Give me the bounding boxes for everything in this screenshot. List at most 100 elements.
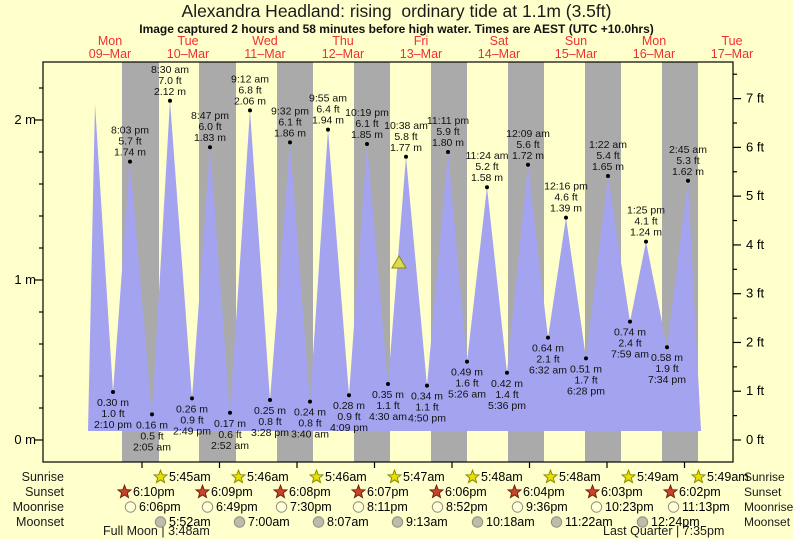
low-tide-label: 0.34 m <box>411 391 443 403</box>
sunset-entry: 6:09pm <box>195 484 253 499</box>
moonrise-entry: 9:36pm <box>510 499 568 514</box>
tide-point-dot <box>564 215 568 220</box>
sunrise-star-icon <box>621 469 636 484</box>
high-tide-label: 1.86 m <box>274 127 306 139</box>
moonset-circle-icon <box>154 516 167 528</box>
tide-point-dot <box>526 162 530 167</box>
high-tide-label: 6.1 ft <box>278 116 301 128</box>
tide-point-dot <box>365 142 369 146</box>
high-tide-label: 1.39 m <box>550 203 582 215</box>
day-name-label: Wed <box>252 34 278 48</box>
tide-point-dot <box>644 239 648 244</box>
moonrise-row-label-right: Moonrise <box>744 500 793 514</box>
high-tide-label: 1:25 pm <box>627 205 665 217</box>
low-tide-label: 2:05 am <box>133 441 171 453</box>
low-tide-label: 1.6 ft <box>455 378 478 390</box>
high-tide-label: 9:12 am <box>231 73 269 85</box>
tide-point-dot <box>228 410 232 415</box>
chart-subtitle: Image captured 2 hours and 58 minutes be… <box>139 22 654 36</box>
tide-point-dot <box>665 345 669 350</box>
right-axis-label: 3 ft <box>746 286 764 301</box>
sunset-entry: 6:07pm <box>351 484 409 499</box>
low-tide-label: 5:26 am <box>448 389 486 401</box>
left-axis-label: 0 m <box>14 432 36 447</box>
moonrise-entry: 6:49pm <box>200 499 258 514</box>
high-tide-label: 1.62 m <box>672 166 704 178</box>
low-tide-label: 3:40 am <box>291 429 329 441</box>
tide-point-dot <box>628 319 632 324</box>
low-tide-label: 0.58 m <box>651 352 683 364</box>
low-tide-label: 0.51 m <box>570 363 602 375</box>
tide-point-dot <box>326 127 330 132</box>
high-tide-label: 5.6 ft <box>516 139 539 151</box>
low-tide-label: 4:30 am <box>369 411 407 423</box>
sunrise-entry: 5:49am <box>691 469 749 484</box>
moonrise-circle-icon <box>201 501 214 513</box>
full-moon-caption: Full Moon | 3:48am <box>103 524 210 538</box>
sunrise-entry: 5:45am <box>153 469 211 484</box>
sunrise-entry: 5:47am <box>387 469 445 484</box>
day-date-label: 11–Mar <box>244 47 285 61</box>
moonrise-time: 6:06pm <box>139 499 181 514</box>
low-tide-label: 0.8 ft <box>258 416 281 428</box>
high-tide-label: 8:47 pm <box>191 110 229 122</box>
sunrise-time: 5:49am <box>637 469 679 484</box>
high-tide-label: 2:45 am <box>669 144 707 156</box>
day-date-label: 15–Mar <box>555 47 597 61</box>
sunset-entry: 6:04pm <box>507 484 565 499</box>
day-date-label: 12–Mar <box>322 47 364 61</box>
tide-point-dot <box>386 382 390 386</box>
high-tide-label: 4.6 ft <box>554 192 577 204</box>
low-tide-label: 4:09 pm <box>330 422 368 434</box>
moonset-time: 7:00am <box>248 514 290 529</box>
sunrise-entry: 5:46am <box>231 469 289 484</box>
sunset-time: 6:07pm <box>367 484 409 499</box>
day-name-label: Thu <box>332 34 354 48</box>
day-date-label: 17–Mar <box>711 47 753 61</box>
low-tide-label: 5:36 pm <box>488 400 526 412</box>
tide-point-dot <box>150 412 154 417</box>
moonset-entry: 12:24pm <box>635 514 700 529</box>
sunset-time: 6:04pm <box>523 484 565 499</box>
day-name-label: Tue <box>721 34 742 48</box>
moonrise-time: 7:30pm <box>290 499 332 514</box>
high-tide-label: 10:19 pm <box>345 107 389 119</box>
low-tide-label: 2.4 ft <box>618 338 641 350</box>
high-tide-label: 5.4 ft <box>596 150 619 162</box>
sunset-star-icon <box>195 484 210 499</box>
high-tide-label: 4.1 ft <box>634 216 657 228</box>
low-tide-label: 6:28 pm <box>567 385 605 397</box>
high-tide-label: 6.4 ft <box>316 104 339 116</box>
low-tide-label: 0.42 m <box>491 378 523 390</box>
moonrise-entry: 11:13pm <box>666 499 730 514</box>
low-tide-label: 0.30 m <box>97 397 129 409</box>
low-tide-label: 0.64 m <box>532 343 564 355</box>
low-tide-label: 0.8 ft <box>298 418 321 430</box>
high-tide-label: 11:11 pm <box>427 115 469 127</box>
sunrise-star-icon <box>465 469 480 484</box>
high-tide-label: 1.77 m <box>390 142 422 154</box>
sunrise-row-label-right: Sunrise <box>744 470 785 484</box>
high-tide-label: 6.1 ft <box>355 118 378 130</box>
tide-point-dot <box>465 359 469 364</box>
high-tide-label: 6.8 ft <box>238 84 261 96</box>
sunrise-entry: 5:48am <box>543 469 601 484</box>
high-tide-label: 1.83 m <box>194 132 226 144</box>
moonrise-entry: 6:06pm <box>123 499 181 514</box>
moonrise-time: 11:13pm <box>682 499 730 514</box>
low-tide-label: 6:32 am <box>529 365 567 377</box>
moonset-circle-icon <box>233 516 246 528</box>
high-tide-label: 1.65 m <box>592 161 624 173</box>
moonrise-circle-icon <box>352 501 365 513</box>
moonrise-time: 8:11pm <box>367 499 408 514</box>
high-tide-label: 1.74 m <box>114 147 146 159</box>
high-tide-label: 1:22 am <box>589 139 627 151</box>
current-tide-marker <box>391 255 407 269</box>
left-axis-label: 2 m <box>14 112 36 127</box>
low-tide-label: 1.7 ft <box>574 374 597 386</box>
sunrise-star-icon <box>309 469 324 484</box>
sunset-star-icon <box>585 484 600 499</box>
